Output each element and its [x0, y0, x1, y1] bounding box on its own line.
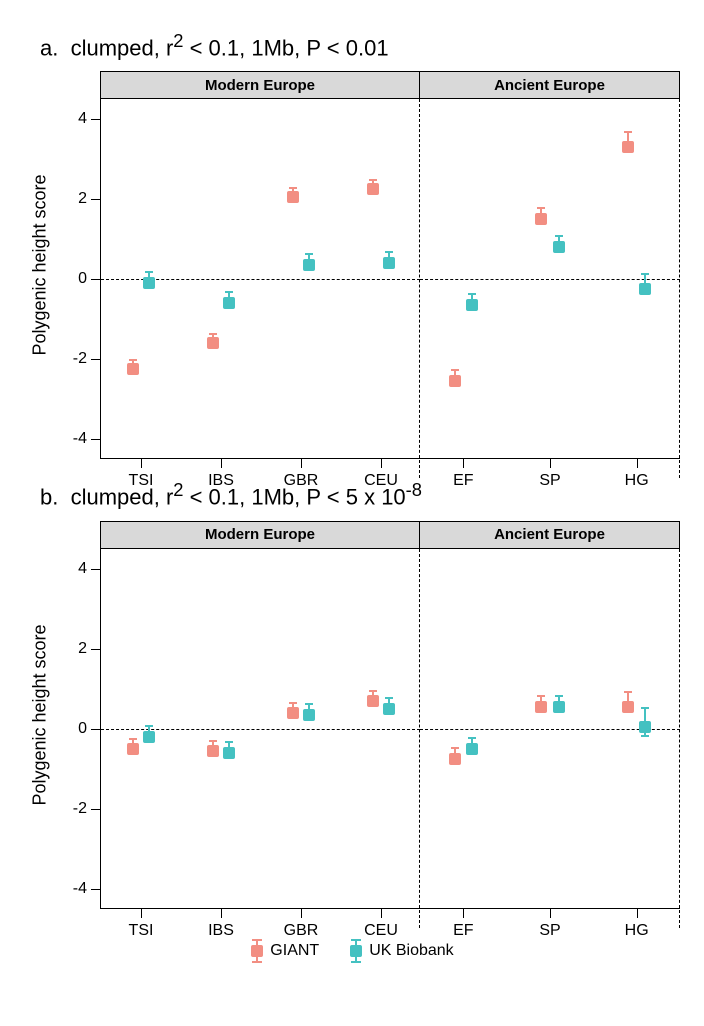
xtick-label: HG [625, 922, 649, 940]
xtick-label: IBS [208, 922, 234, 940]
xtick-label: TSI [129, 472, 154, 490]
facet-strip: Ancient Europe [420, 521, 680, 549]
ytick-label: 0 [78, 720, 87, 738]
chart-a: Polygenic height scoreModern EuropeAncie… [100, 71, 684, 459]
facet-strip: Ancient Europe [420, 71, 680, 99]
data-point [622, 701, 634, 713]
data-point [127, 743, 139, 755]
data-point [223, 747, 235, 759]
xtick-label: HG [625, 472, 649, 490]
ytick-label: -4 [73, 430, 87, 448]
xtick-label: IBS [208, 472, 234, 490]
data-point [287, 707, 299, 719]
y-axis-label: Polygenic height score [30, 175, 51, 356]
data-point [466, 743, 478, 755]
ytick-label: 4 [78, 110, 87, 128]
facet-plot: -4-2024TSIIBSGBRCEU [100, 99, 420, 459]
data-point [449, 753, 461, 765]
data-point [553, 241, 565, 253]
xtick-label: TSI [129, 922, 154, 940]
data-point [207, 745, 219, 757]
xtick-label: EF [453, 922, 473, 940]
data-point [639, 721, 651, 733]
facet-strip: Modern Europe [100, 71, 420, 99]
facet-strip: Modern Europe [100, 521, 420, 549]
xtick-label: CEU [364, 472, 398, 490]
data-point [287, 191, 299, 203]
data-point [383, 257, 395, 269]
y-axis-label: Polygenic height score [30, 624, 51, 805]
facet-plot: -4-2024TSIIBSGBRCEU [100, 549, 420, 909]
legend-label: UK Biobank [369, 942, 454, 960]
data-point [127, 363, 139, 375]
ytick-label: -2 [73, 350, 87, 368]
data-point [303, 259, 315, 271]
chart-b: Polygenic height scoreModern EuropeAncie… [100, 521, 684, 909]
ytick-label: -2 [73, 800, 87, 818]
xtick-label: GBR [284, 922, 319, 940]
data-point [639, 283, 651, 295]
xtick-label: SP [539, 922, 560, 940]
data-point [143, 277, 155, 289]
data-point [367, 695, 379, 707]
facet-plot: EFSPHG [420, 549, 680, 909]
data-point [622, 141, 634, 153]
xtick-label: CEU [364, 922, 398, 940]
xtick-label: EF [453, 472, 473, 490]
data-point [535, 213, 547, 225]
data-point [383, 703, 395, 715]
ytick-label: 4 [78, 560, 87, 578]
data-point [466, 299, 478, 311]
legend: GIANT UK Biobank [20, 939, 684, 963]
ytick-label: 2 [78, 640, 87, 658]
data-point [143, 731, 155, 743]
panel-title-a: a. clumped, r2 < 0.1, 1Mb, P < 0.01 [40, 30, 684, 61]
data-point [535, 701, 547, 713]
xtick-label: SP [539, 472, 560, 490]
data-point [553, 701, 565, 713]
legend-label: GIANT [270, 942, 319, 960]
data-point [207, 337, 219, 349]
xtick-label: GBR [284, 472, 319, 490]
data-point [303, 709, 315, 721]
data-point [449, 375, 461, 387]
ytick-label: 2 [78, 190, 87, 208]
ytick-label: 0 [78, 270, 87, 288]
facet-plot: EFSPHG [420, 99, 680, 459]
legend-item: GIANT [250, 939, 319, 963]
legend-item: UK Biobank [349, 939, 454, 963]
data-point [367, 183, 379, 195]
data-point [223, 297, 235, 309]
ytick-label: -4 [73, 880, 87, 898]
